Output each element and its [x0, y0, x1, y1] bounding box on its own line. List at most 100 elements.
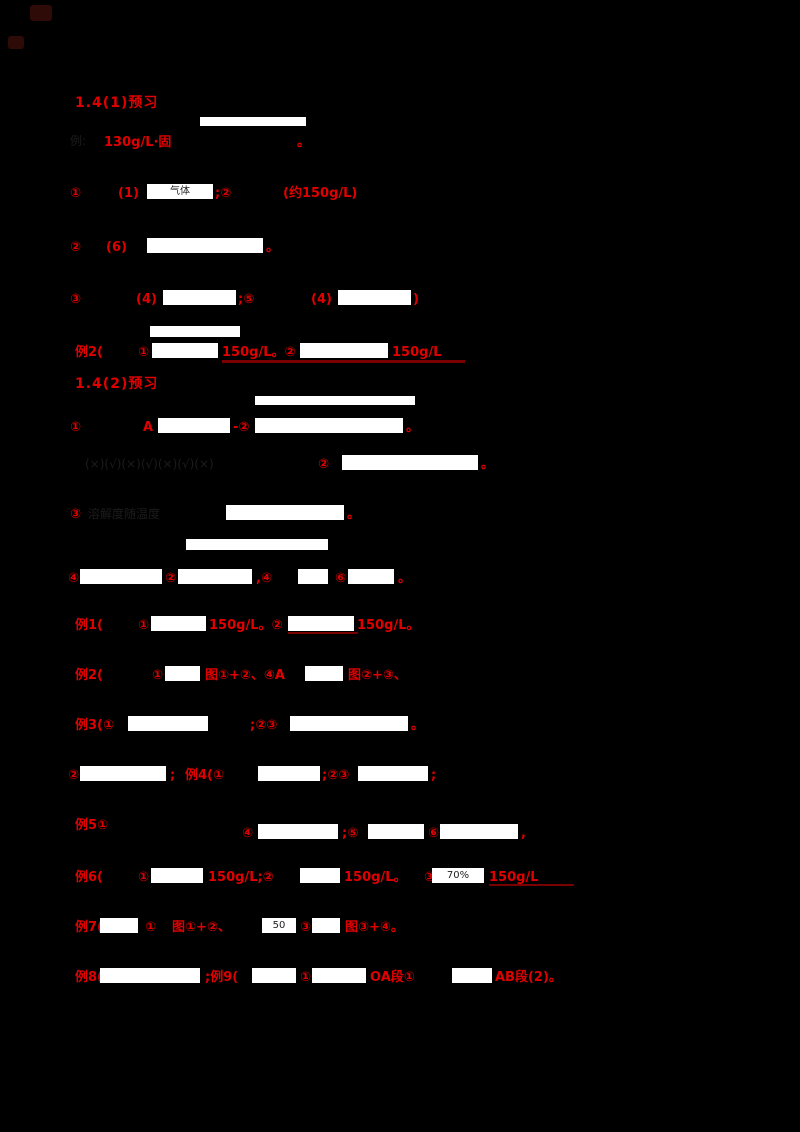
blank-answer-box: [151, 868, 203, 883]
blank-answer-box: [158, 418, 230, 433]
blank-answer-box: [100, 918, 138, 933]
answer-text: 图②+③、: [348, 668, 407, 683]
faint-print-text: 例:: [70, 134, 87, 148]
answer-text: ;: [170, 768, 176, 783]
answer-text: 150g/L。: [357, 618, 420, 633]
blank-answer-box: [300, 868, 340, 883]
blank-answer-box: [290, 716, 408, 731]
blank-answer-box: [305, 666, 343, 681]
answer-text: 图③+④。: [345, 920, 404, 935]
answer-text: ①: [138, 345, 150, 360]
answer-text: 。: [398, 571, 412, 586]
answer-text: (约150g/L): [283, 186, 358, 201]
answer-text: 。: [411, 718, 425, 733]
blank-answer-box: [312, 918, 340, 933]
blank-answer-box: [368, 824, 424, 839]
answer-text: ①: [70, 186, 82, 201]
answer-text: ①: [138, 618, 150, 633]
answer-text: 150g/L: [489, 870, 539, 885]
answer-text: ①: [300, 970, 312, 985]
blank-answer-box: [342, 455, 478, 470]
blank-line: [255, 396, 415, 405]
answer-text: 例2(: [75, 668, 103, 683]
answer-text: 例6(: [75, 870, 103, 885]
answer-text: ①: [145, 920, 157, 935]
answer-text: ②: [70, 240, 82, 255]
ink-smudge: [8, 36, 24, 49]
answer-text: 。: [481, 457, 495, 472]
blank-answer-box: [258, 824, 338, 839]
answer-text: (4): [136, 292, 157, 307]
blank-answer-box: [358, 766, 428, 781]
answer-text: 例7(: [75, 920, 103, 935]
blank-answer-box: [298, 569, 328, 584]
blank-line: [200, 117, 306, 126]
blank-answer-box: [348, 569, 394, 584]
answer-text: AB段(2)。: [495, 970, 562, 985]
blank-answer-box: [255, 418, 403, 433]
ink-smudge: [30, 5, 52, 21]
answer-text: ,④: [256, 571, 272, 586]
answer-text: ①: [70, 420, 82, 435]
blank-answer-box: [80, 766, 166, 781]
answer-text: ;: [431, 768, 437, 783]
blank-answer-box: [288, 616, 354, 631]
answer-text: 例2(: [75, 345, 103, 360]
answer-text: 150g/L: [392, 345, 442, 360]
answer-text: ③: [300, 920, 312, 935]
answer-text: A: [143, 420, 154, 435]
blank-answer-box: 气体: [147, 184, 213, 199]
answer-text: 。: [406, 420, 420, 435]
answer-text: ⑥: [428, 826, 440, 841]
handwritten-answer: 70%: [446, 870, 470, 881]
blank-answer-box: [338, 290, 411, 305]
blank-answer-box: 70%: [432, 868, 484, 883]
answer-text: ;⑤: [342, 826, 359, 841]
blank-answer-box: [163, 290, 236, 305]
answer-underline: [288, 632, 358, 634]
answer-text: ): [413, 292, 419, 307]
answer-text: ②: [68, 768, 80, 783]
answer-text: (6): [106, 240, 127, 255]
faint-print-text: 溶解度随温度: [88, 507, 161, 521]
answer-text: 150g/L。: [344, 870, 407, 885]
answer-text: 例5①: [75, 818, 109, 833]
answer-text: 150g/L。②: [209, 618, 283, 633]
blank-answer-box: [165, 666, 200, 681]
handwritten-answer: 50: [272, 920, 286, 931]
answer-text: ②: [318, 457, 330, 472]
answer-text: 例4(①: [185, 768, 224, 783]
answer-text: 例3(①: [75, 718, 114, 733]
blank-line: [186, 539, 328, 550]
answer-text: ;②③: [250, 718, 278, 733]
answer-text: 例8(: [75, 970, 103, 985]
answer-text: ;⑤: [238, 292, 255, 307]
blank-answer-box: [312, 968, 366, 983]
answer-text: ④: [242, 826, 254, 841]
blank-answer-box: [178, 569, 252, 584]
answer-text: ;②: [215, 186, 232, 201]
blank-line: [150, 326, 240, 337]
answer-text: (1): [118, 186, 139, 201]
section-header: 1.4(2)预习: [75, 376, 159, 392]
answer-underline: [222, 360, 465, 363]
blank-answer-box: 50: [262, 918, 296, 933]
faint-print-text: (×)(√)(×)(√)(×)(√)(×): [85, 457, 214, 471]
blank-answer-box: [440, 824, 518, 839]
blank-answer-box: [252, 968, 296, 983]
blank-answer-box: [100, 968, 200, 983]
blank-answer-box: [147, 238, 263, 253]
answer-text: 例1(: [75, 618, 103, 633]
answer-text: 150g/L。②: [222, 345, 296, 360]
answer-text: ③: [424, 870, 436, 885]
answer-underline: [489, 884, 574, 886]
answer-text: 。: [347, 507, 361, 522]
answer-text: 图①+②、: [172, 920, 231, 935]
handwritten-answer: 气体: [170, 186, 190, 197]
answer-text: ②: [165, 571, 177, 586]
answer-text: ,: [521, 826, 526, 841]
answer-text: (4): [311, 292, 332, 307]
blank-answer-box: [258, 766, 320, 781]
answer-text: -②: [233, 420, 250, 435]
